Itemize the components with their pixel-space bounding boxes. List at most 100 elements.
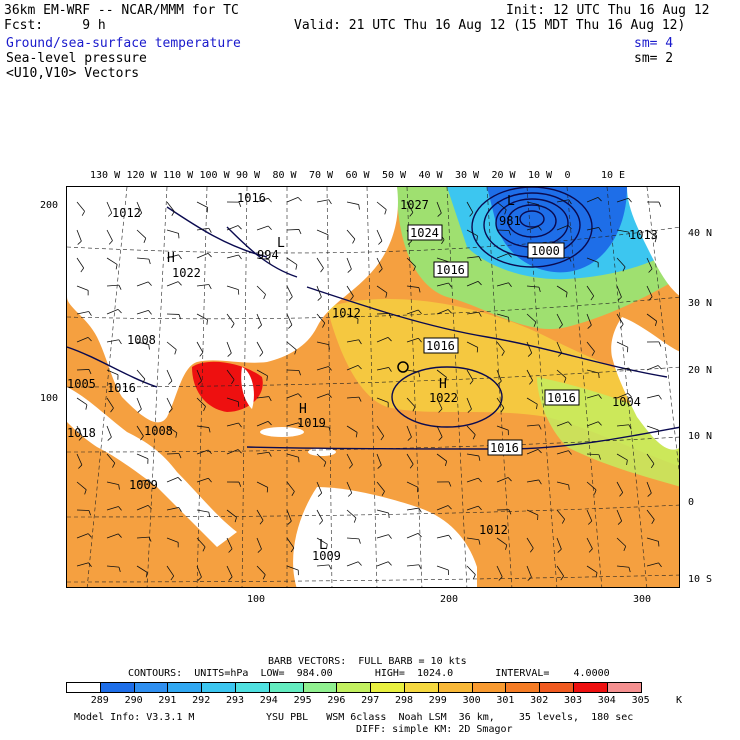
wind-barb-feather	[627, 393, 632, 398]
wind-barb-feather	[107, 436, 112, 441]
wind-barb-feather	[320, 267, 324, 273]
wind-barb	[346, 229, 356, 240]
wind-barb-feather	[418, 372, 421, 378]
label-1018: 1018	[67, 426, 96, 440]
wind-barb-feather	[478, 256, 482, 262]
wind-barb-feather	[444, 461, 448, 467]
colorbar-label: 289	[90, 695, 109, 706]
wind-barb-feather	[137, 212, 142, 217]
map-svg: 1024 1016 1000 1016 1016 1016 1016 994 1…	[67, 187, 679, 587]
low-marker-3: L	[319, 538, 327, 553]
wind-barb-feather	[478, 312, 482, 317]
wind-barb	[406, 337, 419, 343]
wind-barb	[586, 313, 592, 326]
wind-barb-feather	[437, 212, 442, 217]
wind-barb	[106, 533, 119, 539]
wind-barb	[256, 509, 264, 521]
wind-barb-feather	[507, 253, 512, 258]
wind-barb-feather	[237, 449, 242, 454]
wind-barb-feather	[536, 404, 538, 410]
wind-barb	[496, 282, 509, 287]
colorbar-unit: K	[676, 695, 683, 706]
wind-barb-feather	[117, 533, 122, 538]
wind-barb	[316, 313, 326, 324]
land-central-america	[67, 387, 237, 547]
wind-barb	[196, 565, 202, 578]
wind-barb	[376, 534, 389, 539]
wind-barb-feather	[658, 394, 662, 400]
wind-barb-feather	[118, 484, 120, 490]
lon-tick: 80 W	[272, 170, 297, 181]
wind-barb-feather	[228, 548, 233, 553]
wind-barb	[106, 565, 119, 568]
wind-barb-feather	[108, 240, 113, 245]
wind-barb-feather	[409, 464, 414, 469]
colorbar-swatch	[573, 682, 608, 693]
wind-barb	[166, 254, 179, 259]
label-1012-a: 1012	[112, 206, 141, 220]
wind-barb-feather	[527, 352, 532, 357]
wind-barb	[406, 369, 419, 373]
label-1016-plain: 1016	[237, 191, 266, 205]
wind-barb	[316, 341, 329, 346]
wind-barb-feather	[623, 546, 627, 552]
wind-barb-feather	[412, 406, 416, 412]
wind-barb-feather	[78, 436, 83, 441]
wind-barb	[376, 285, 388, 294]
wind-barb-feather	[388, 512, 390, 519]
wind-barb-feather	[355, 432, 358, 438]
wind-barb	[106, 201, 113, 214]
wind-barb	[256, 313, 262, 326]
wind-barb	[166, 369, 173, 382]
wind-barb	[526, 537, 534, 549]
wind-barb-feather	[263, 294, 266, 300]
colorbar-label: 296	[327, 695, 346, 706]
wind-barb-feather	[317, 492, 322, 497]
wind-barb	[76, 337, 89, 343]
wind-barb	[526, 509, 539, 516]
wind-barb	[256, 481, 268, 488]
wind-barb	[556, 369, 567, 379]
wind-barb-feather	[409, 212, 414, 217]
wind-barb	[496, 253, 509, 259]
wind-barb-feather	[500, 407, 505, 413]
wind-barb-feather	[478, 477, 482, 483]
label-1016-c: 1016	[107, 381, 136, 395]
wind-barb-feather	[266, 375, 268, 381]
wind-barb	[286, 509, 292, 522]
wind-barb-feather	[231, 379, 235, 385]
wind-barb	[496, 425, 509, 431]
label-1012-c: 1012	[332, 306, 361, 320]
wind-barb-feather	[347, 492, 353, 497]
wind-barb-feather	[110, 407, 114, 413]
wind-barb	[616, 424, 629, 427]
wind-barb-feather	[654, 237, 657, 243]
lat-tick: 30 N	[688, 298, 713, 309]
wind-barb-feather	[628, 367, 632, 373]
wind-barb-feather	[268, 259, 271, 265]
init-time: Init: 12 UTC Thu 16 Aug 12	[506, 3, 710, 18]
wind-barb-feather	[628, 424, 632, 430]
wind-barb	[496, 341, 505, 352]
wind-barb	[466, 369, 474, 381]
wind-barb-feather	[197, 380, 202, 385]
label-1016-d: 1016	[490, 441, 519, 455]
wind-barb-feather	[448, 534, 452, 540]
wind-barb	[76, 397, 88, 406]
wind-barb	[466, 397, 472, 410]
wind-barb	[406, 453, 414, 465]
wind-barb-feather	[168, 408, 173, 413]
colorbar-swatch	[336, 682, 372, 693]
wind-barb-feather	[294, 349, 297, 355]
colorbar-swatch	[606, 682, 642, 693]
wind-barb-feather	[87, 533, 92, 538]
wind-barb-feather	[358, 538, 361, 544]
wind-barb	[196, 341, 204, 353]
wind-barb	[586, 453, 600, 456]
wind-barb-feather	[352, 238, 356, 244]
wind-barb-feather	[81, 211, 85, 216]
wind-barb-feather	[208, 427, 211, 433]
wind-barb-feather	[650, 463, 655, 469]
wind-barb	[286, 313, 293, 326]
low-marker-2: L	[277, 236, 285, 251]
